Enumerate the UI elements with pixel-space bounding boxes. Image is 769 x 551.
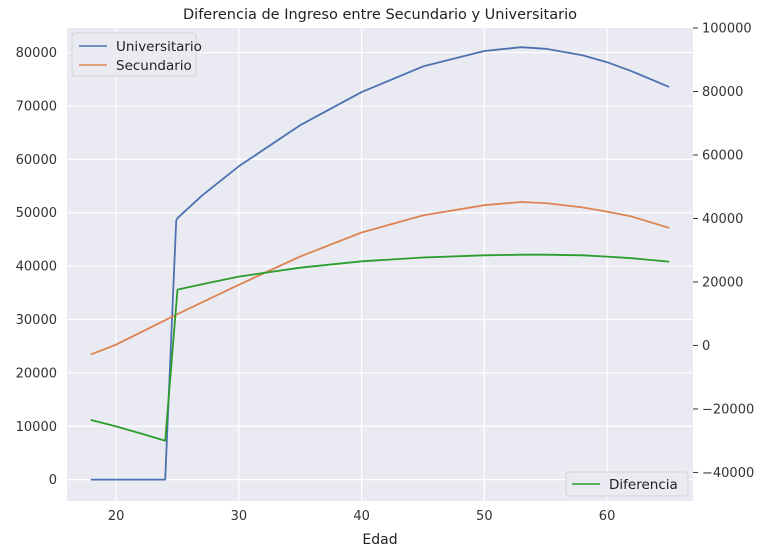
x-tick-label: 60 (599, 509, 616, 524)
grid-lines (67, 28, 693, 501)
x-tick-label: 30 (231, 509, 248, 524)
y-tick-label: 60000 (16, 153, 57, 168)
series-line-diferencia (90, 253, 670, 442)
series-line-universitario (90, 46, 670, 481)
series-line-secundario (90, 201, 670, 356)
x-axis-label: Edad (362, 532, 397, 548)
y-tick-label: 80000 (16, 46, 57, 61)
y-right-tick-label: 60000 (702, 148, 743, 163)
x-tick-label: 20 (108, 509, 125, 524)
legend-upper-left: Universitario Secundario (71, 32, 202, 77)
legend-lower-right: Diferencia (565, 471, 689, 497)
x-tick-label: 50 (476, 509, 493, 524)
legend-label-diferencia: Diferencia (609, 477, 678, 493)
y-right-tick-label: 0 (702, 339, 710, 354)
y-right-tick-label: −40000 (702, 466, 754, 481)
y-tick-label: 30000 (16, 313, 57, 328)
y-tick-label: 40000 (16, 260, 57, 275)
y-right-tick-label: 20000 (702, 275, 743, 290)
y-tick-label: 50000 (16, 206, 57, 221)
series-layer (90, 46, 670, 481)
chart-title: Diferencia de Ingreso entre Secundario y… (183, 7, 577, 23)
y-right-tick-label: 80000 (702, 85, 743, 100)
tick-labels: 20 30 40 50 60 0 10000 20000 30000 40000 50000 6000… (16, 22, 755, 525)
plot-area (67, 28, 693, 501)
y-tick-label: 10000 (16, 420, 57, 435)
y-tick-label: 20000 (16, 366, 57, 381)
legend-label-secundario: Secundario (116, 58, 192, 74)
y-right-tick-label: 40000 (702, 212, 743, 227)
legend-box (565, 471, 689, 497)
y-right-tick-label: 100000 (702, 22, 752, 37)
legend-label-universitario: Universitario (116, 39, 202, 55)
x-tick-label: 40 (353, 509, 370, 524)
y-tick-label: 0 (49, 473, 57, 488)
y-right-tick-label: −20000 (702, 402, 754, 417)
y-tick-label: 70000 (16, 99, 57, 114)
